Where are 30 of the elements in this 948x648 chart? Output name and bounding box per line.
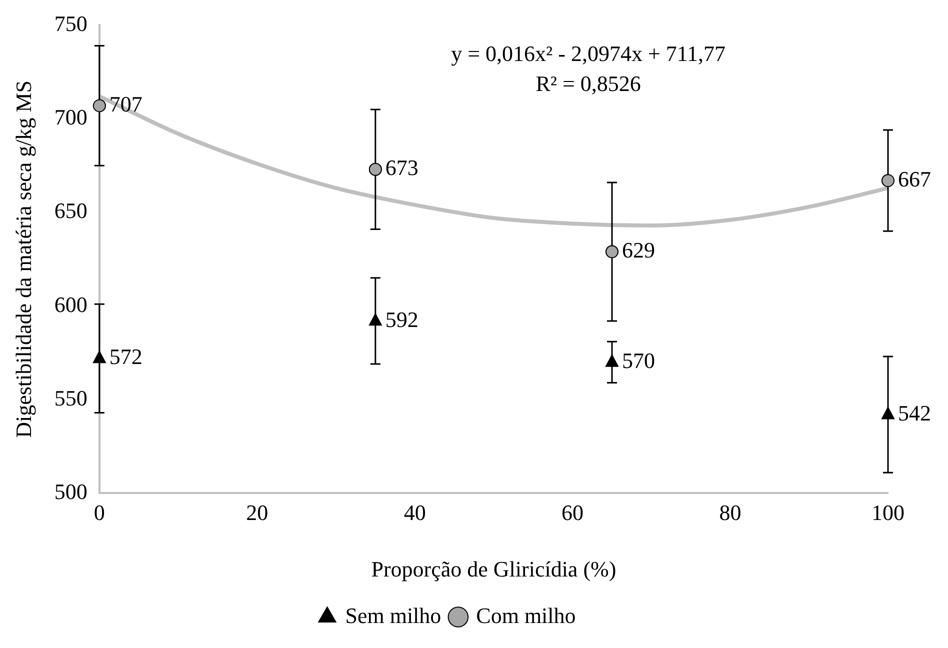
data-label: 570: [622, 348, 655, 373]
annotation: R² = 0,8526: [536, 70, 641, 96]
point: [882, 174, 894, 188]
data-label: 592: [385, 306, 418, 332]
y-tick-label: 500: [54, 478, 88, 504]
y-tick-label: 600: [54, 292, 88, 317]
x-tick-label: 20: [246, 500, 268, 526]
data-label: 542: [898, 400, 931, 426]
x-tick-label: 100: [872, 500, 904, 526]
data-label: 707: [109, 91, 142, 116]
x-axis-title: Proporção de Gliricídia (%): [371, 556, 616, 582]
annotation: y = 0,016x² - 2,0974x + 711,77: [451, 40, 726, 66]
x-tick-label: 60: [562, 500, 584, 526]
y-tick-label: 550: [54, 385, 88, 410]
y-tick-label: 650: [54, 198, 88, 224]
x-tick-label: 80: [719, 500, 742, 526]
point: [605, 245, 618, 258]
point: [368, 162, 382, 176]
legend-label: Sem milho: [345, 602, 442, 628]
data-label: 673: [385, 155, 418, 180]
data-label: 667: [898, 166, 931, 192]
data-label: 629: [622, 237, 655, 262]
data-label: 572: [109, 344, 142, 370]
y-axis-title: Digestibilidade da matéria seca g/kg MS: [10, 80, 36, 438]
y-tick-label: 700: [54, 104, 88, 130]
x-tick-label: 0: [94, 500, 105, 526]
point: [882, 406, 894, 420]
x-tick-label: 40: [404, 500, 426, 526]
y-tick-label: 750: [54, 10, 88, 36]
legend-label: Com milho: [476, 602, 576, 628]
